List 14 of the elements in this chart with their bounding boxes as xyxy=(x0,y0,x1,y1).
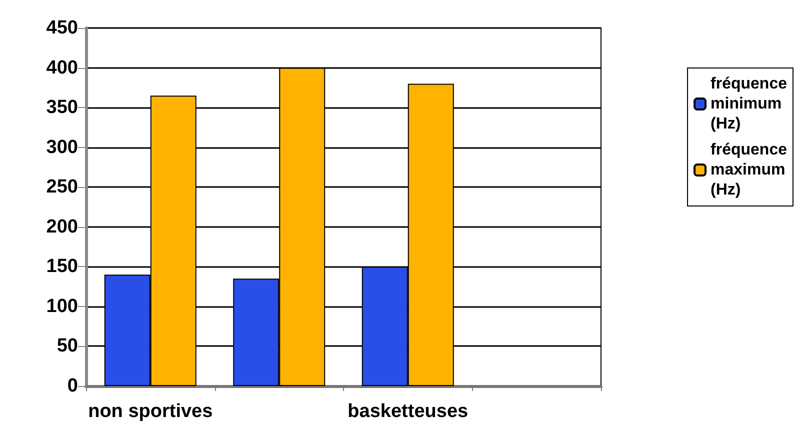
y-tick-label: 450 xyxy=(46,18,78,38)
y-tick-label: 250 xyxy=(46,176,78,198)
y-tick-label: 200 xyxy=(46,216,78,238)
y-tick-label: 400 xyxy=(46,57,78,78)
y-tick-label: 150 xyxy=(46,256,78,278)
x-tick-label: non sportives xyxy=(88,401,213,422)
legend-label: fréquence minimum (Hz) xyxy=(710,76,788,132)
y-tick-label: 300 xyxy=(46,136,78,158)
y-tick-label: 100 xyxy=(46,296,78,317)
y-tick-label: 0 xyxy=(67,376,78,396)
x-tick-label: basketteuses xyxy=(348,401,468,422)
y-tick-label: 350 xyxy=(46,97,78,118)
y-tick-label: 50 xyxy=(56,336,78,357)
legend-label: fréquence maximum (Hz) xyxy=(710,142,788,198)
